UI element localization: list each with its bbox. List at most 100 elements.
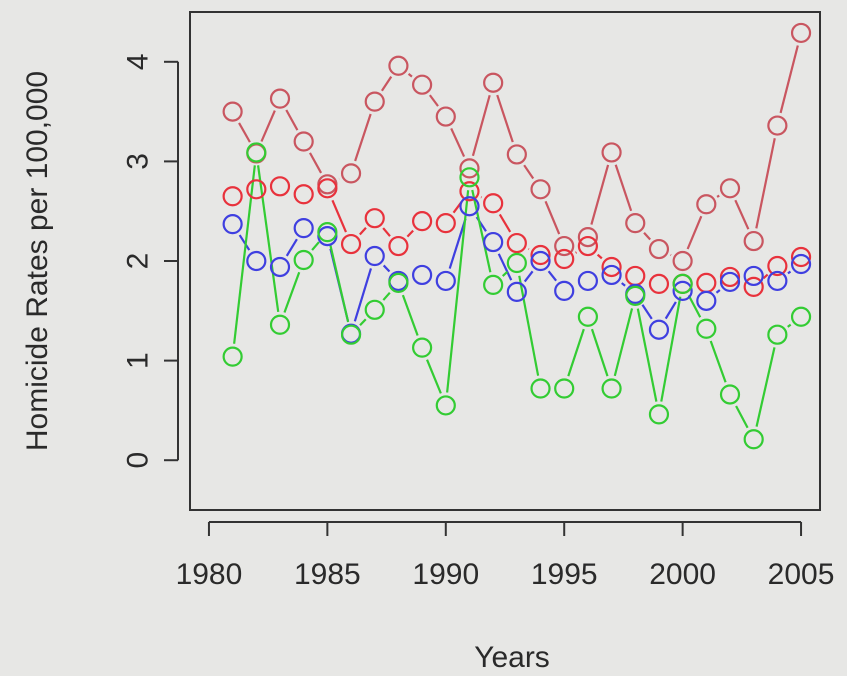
- series-1-segment: [380, 76, 393, 92]
- series-1-point: [743, 230, 764, 252]
- series-4-segment: [755, 347, 776, 427]
- series-4-point: [530, 378, 551, 399]
- series-1-point: [625, 213, 646, 234]
- series-4-segment: [787, 323, 792, 328]
- x-tick-label: 2000: [649, 558, 716, 591]
- series-3-segment: [523, 270, 534, 283]
- series-1-segment: [354, 113, 372, 162]
- series-4-point: [483, 274, 504, 296]
- series-4-segment: [660, 296, 682, 402]
- series-4-point: [696, 318, 717, 339]
- series-1-segment: [686, 215, 703, 250]
- series-1-point: [269, 88, 291, 109]
- y-tick-label: 0: [122, 452, 155, 469]
- series-2-point: [293, 184, 314, 205]
- series-4-point: [246, 142, 267, 163]
- series-4-point: [672, 273, 693, 295]
- series-1-segment: [755, 138, 776, 229]
- series-2-segment: [498, 213, 512, 233]
- y-tick-label: 2: [122, 253, 155, 270]
- series-1-point: [648, 238, 670, 260]
- series-4-segment: [382, 291, 391, 301]
- series-1-point: [767, 115, 788, 136]
- series-3-point: [743, 265, 764, 287]
- y-tick-label: 3: [122, 153, 155, 170]
- series-3-segment: [382, 264, 391, 273]
- series-2-point: [340, 233, 362, 255]
- series-2-point: [364, 208, 385, 229]
- series-1-point: [293, 131, 314, 152]
- series-1-point: [577, 226, 598, 248]
- series-3-segment: [353, 268, 372, 322]
- series-1-point: [317, 174, 338, 195]
- series-1-segment: [238, 122, 251, 143]
- series-4-point: [743, 429, 764, 450]
- series-3-point: [790, 253, 812, 275]
- series-4-point: [435, 395, 456, 416]
- y-tick-label: 4: [122, 53, 155, 70]
- series-1-point: [483, 72, 504, 93]
- series-1-segment: [779, 45, 799, 114]
- series-4-segment: [233, 165, 256, 344]
- series-3-point: [269, 256, 291, 278]
- series-4-point: [269, 314, 291, 335]
- series-4-segment: [687, 294, 702, 318]
- series-3-point: [412, 264, 433, 286]
- series-4-segment: [446, 190, 470, 393]
- series-2-segment: [331, 199, 347, 233]
- x-tick-label: 2005: [768, 558, 835, 591]
- y-axis-title: Homicide Rates per 100,000: [21, 71, 54, 451]
- series-3-point: [506, 281, 527, 302]
- series-2-point: [601, 256, 622, 278]
- series-4-point: [459, 167, 480, 188]
- series-1-segment: [407, 73, 413, 78]
- series-4-segment: [426, 359, 442, 394]
- series-1-segment: [643, 232, 651, 241]
- series-4-segment: [518, 275, 540, 376]
- series-2-segment: [406, 229, 414, 238]
- series-3-point: [767, 270, 788, 292]
- series-1-point: [506, 144, 527, 165]
- series-2-point: [530, 244, 551, 266]
- series-2-point: [790, 246, 812, 268]
- series-4-segment: [636, 308, 658, 402]
- series-2-point: [388, 235, 409, 257]
- series-2-point: [577, 235, 598, 257]
- series-3-point: [246, 250, 267, 272]
- series-4-point: [648, 404, 670, 425]
- series-1-segment: [260, 110, 276, 142]
- series-1-segment: [450, 127, 466, 158]
- series-4-point: [625, 285, 646, 306]
- x-tick-label: 1990: [412, 558, 479, 591]
- series-2-point: [625, 265, 646, 287]
- x-axis-title: Years: [474, 641, 550, 674]
- series-1-point: [412, 74, 433, 95]
- series-2-point: [222, 186, 243, 207]
- series-4-point: [222, 346, 243, 367]
- series-1-point: [672, 250, 693, 272]
- series-4-point: [293, 249, 314, 271]
- series-3-segment: [238, 234, 251, 251]
- series-lines: [233, 45, 799, 429]
- series-3-point: [293, 218, 314, 239]
- series-3-segment: [664, 301, 677, 320]
- series-3-point: [483, 231, 504, 253]
- series-3-point: [554, 280, 575, 301]
- series-2-point: [317, 178, 338, 199]
- series-2-point: [767, 255, 788, 277]
- series-4-segment: [256, 165, 280, 313]
- series-4-segment: [471, 189, 492, 273]
- series-1-segment: [309, 152, 323, 174]
- series-4-point: [506, 252, 527, 274]
- series-3-segment: [448, 218, 467, 269]
- series-1-segment: [496, 94, 514, 143]
- series-4-point: [340, 324, 362, 345]
- series-3-point: [459, 196, 480, 217]
- series-1-point: [790, 22, 812, 44]
- series-4-segment: [709, 340, 727, 383]
- series-2-point: [435, 213, 456, 234]
- series-3-point: [530, 250, 551, 272]
- series-1-segment: [716, 194, 720, 198]
- series-4-segment: [311, 241, 320, 251]
